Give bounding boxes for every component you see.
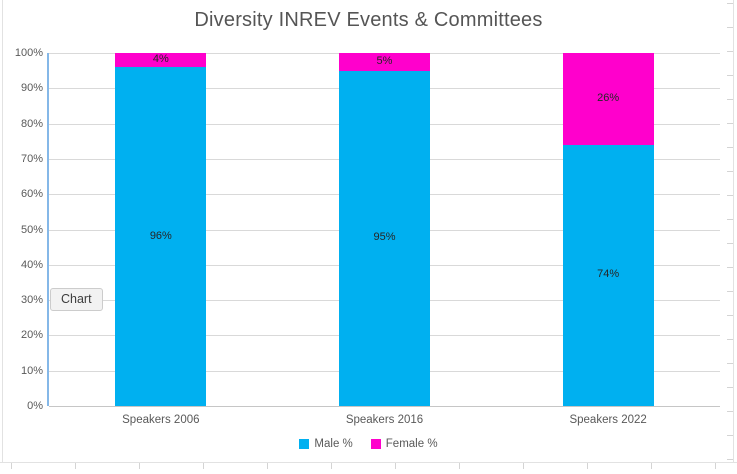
sheet-column-tick xyxy=(459,463,460,469)
bar-segment-male[interactable]: 95% xyxy=(339,70,430,406)
legend-label: Female % xyxy=(385,438,438,450)
y-axis-tick-label: 40% xyxy=(20,258,43,271)
y-axis-tick-label: 70% xyxy=(20,152,43,165)
legend-label: Male % xyxy=(314,438,353,450)
sheet-row-tick xyxy=(727,171,733,172)
legend-item-female[interactable]: Female % xyxy=(370,438,438,450)
sheet-row-tick xyxy=(727,147,733,148)
chart-tooltip: Chart xyxy=(50,288,103,311)
chart-legend: Male % Female % xyxy=(0,438,737,450)
x-axis-line xyxy=(49,406,720,407)
sheet-column-tick xyxy=(651,463,652,469)
y-axis-tick-label: 50% xyxy=(20,223,43,236)
sheet-column-tick xyxy=(523,463,524,469)
y-axis-tick-label: 0% xyxy=(27,400,43,412)
sheet-row-tick xyxy=(727,267,733,268)
bar-segment-male[interactable]: 74% xyxy=(562,144,654,406)
x-axis-category-label: Speakers 2006 xyxy=(122,414,200,426)
y-axis-line xyxy=(47,53,49,406)
sheet-left-rule xyxy=(2,0,3,462)
y-axis-tick-label: 80% xyxy=(20,117,43,130)
sheet-row-tick xyxy=(727,75,733,76)
sheet-column-tick xyxy=(139,463,140,469)
sheet-column-tick xyxy=(331,463,332,469)
y-axis-tick-label: 90% xyxy=(20,82,43,95)
y-axis-tick-label: 20% xyxy=(20,329,43,342)
x-axis-category-label: Speakers 2016 xyxy=(345,414,424,426)
sheet-row-tick xyxy=(727,315,733,316)
bar-segment-male[interactable]: 96% xyxy=(115,67,207,406)
legend-swatch xyxy=(370,439,381,449)
sheet-right-rule xyxy=(733,0,734,462)
sheet-bottom-rule xyxy=(0,462,737,463)
sheet-row-tick xyxy=(727,459,733,460)
y-axis-tick-label: 10% xyxy=(20,364,43,377)
sheet-column-tick xyxy=(715,463,716,469)
chart-title[interactable]: Diversity INREV Events & Committees xyxy=(194,9,543,31)
sheet-row-tick xyxy=(727,219,733,220)
data-label: 74% xyxy=(597,268,620,281)
data-label: 96% xyxy=(149,229,172,242)
data-label: 4% xyxy=(152,53,169,66)
sheet-column-tick xyxy=(203,463,204,469)
legend-item-male[interactable]: Male % xyxy=(299,438,353,450)
x-axis-category-label: Speakers 2022 xyxy=(569,414,647,426)
sheet-row-tick xyxy=(727,123,733,124)
sheet-row-tick xyxy=(727,339,733,340)
legend-swatch xyxy=(299,439,310,449)
sheet-row-tick xyxy=(727,243,733,244)
y-axis-tick-label: 30% xyxy=(20,294,43,307)
sheet-row-tick xyxy=(727,51,733,52)
sheet-row-tick xyxy=(727,411,733,412)
sheet-row-tick xyxy=(727,291,733,292)
bar-segment-female[interactable]: 26% xyxy=(562,53,654,145)
sheet-row-tick xyxy=(727,27,733,28)
sheet-row-tick xyxy=(727,387,733,388)
sheet-row-tick xyxy=(727,99,733,100)
sheet-column-tick xyxy=(395,463,396,469)
data-label: 5% xyxy=(376,54,393,67)
sheet-row-tick xyxy=(727,435,733,436)
data-label: 26% xyxy=(597,91,620,104)
sheet-row-tick xyxy=(727,3,733,4)
sheet-column-tick xyxy=(11,463,12,469)
sheet-column-tick xyxy=(75,463,76,469)
data-label: 95% xyxy=(373,231,396,244)
sheet-column-tick xyxy=(587,463,588,469)
sheet-row-tick xyxy=(727,195,733,196)
bar-segment-female[interactable]: 5% xyxy=(339,53,430,71)
plot-area[interactable]: 96% 4% 95% 5% 74% 26% xyxy=(47,53,720,407)
sheet-column-tick xyxy=(267,463,268,469)
sheet-row-tick xyxy=(727,363,733,364)
y-axis-tick-label: 100% xyxy=(14,47,43,59)
y-axis-tick-label: 60% xyxy=(20,188,43,201)
bar-segment-female[interactable]: 4% xyxy=(115,53,207,68)
